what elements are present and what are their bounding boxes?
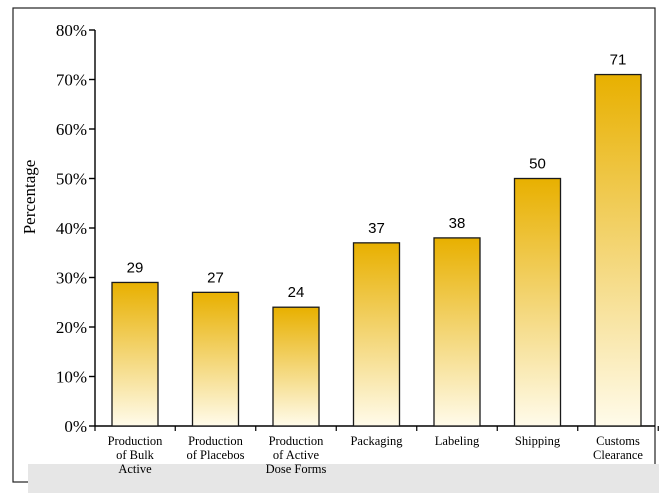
bar (111, 281, 159, 427)
data-labels: 29 27 24 37 38 50 71 (127, 52, 627, 302)
category-label-line: Shipping (515, 434, 561, 448)
category-label-line: of Active (273, 448, 320, 462)
data-label: 38 (449, 215, 466, 232)
category-label-line: of Placebos (187, 448, 245, 462)
x-axis (94, 425, 659, 431)
category-label: Packaging (350, 434, 403, 448)
bottom-band (28, 464, 659, 493)
category-label-line: Labeling (435, 434, 480, 448)
y-axis-title: Percentage (20, 160, 39, 235)
data-label: 24 (288, 284, 305, 301)
bar (352, 242, 401, 427)
category-label-line: Dose Forms (266, 462, 327, 476)
category-label: Production of Placebos (187, 434, 245, 462)
y-tick-label: 60% (56, 120, 87, 139)
category-label-line: of Bulk (116, 448, 155, 462)
y-tick-label: 50% (56, 170, 87, 189)
category-label-line: Production (108, 434, 164, 448)
bar (433, 237, 481, 427)
category-label-line: Production (188, 434, 244, 448)
bars (111, 73, 642, 427)
y-tick-label: 10% (56, 368, 87, 387)
bar (513, 177, 562, 427)
y-tick-label: 0% (64, 417, 87, 436)
y-axis: 0% 10% 20% 30% 40% 50% 60% 70% 80% (56, 21, 96, 436)
category-label: Labeling (435, 434, 480, 448)
data-label: 29 (127, 259, 144, 276)
bar (594, 73, 642, 427)
data-label: 37 (368, 220, 385, 237)
category-label-line: Active (118, 462, 152, 476)
y-tick-label: 80% (56, 21, 87, 40)
y-tick-label: 20% (56, 318, 87, 337)
data-label: 27 (207, 269, 224, 286)
category-label-line: Customs (596, 434, 640, 448)
category-label: Customs Clearance (593, 434, 643, 462)
bar (272, 306, 320, 427)
data-label: 71 (610, 52, 627, 69)
y-tick-label: 40% (56, 219, 87, 238)
category-label-line: Packaging (350, 434, 403, 448)
category-label: Production of Active Dose Forms (266, 434, 327, 476)
y-tick-label: 30% (56, 269, 87, 288)
category-label-line: Production (269, 434, 325, 448)
category-label-line: Clearance (593, 448, 643, 462)
category-label: Shipping (515, 434, 561, 448)
bar (191, 291, 240, 427)
y-tick-label: 70% (56, 71, 87, 90)
category-label: Production of Bulk Active (108, 434, 164, 476)
data-label: 50 (529, 156, 546, 173)
